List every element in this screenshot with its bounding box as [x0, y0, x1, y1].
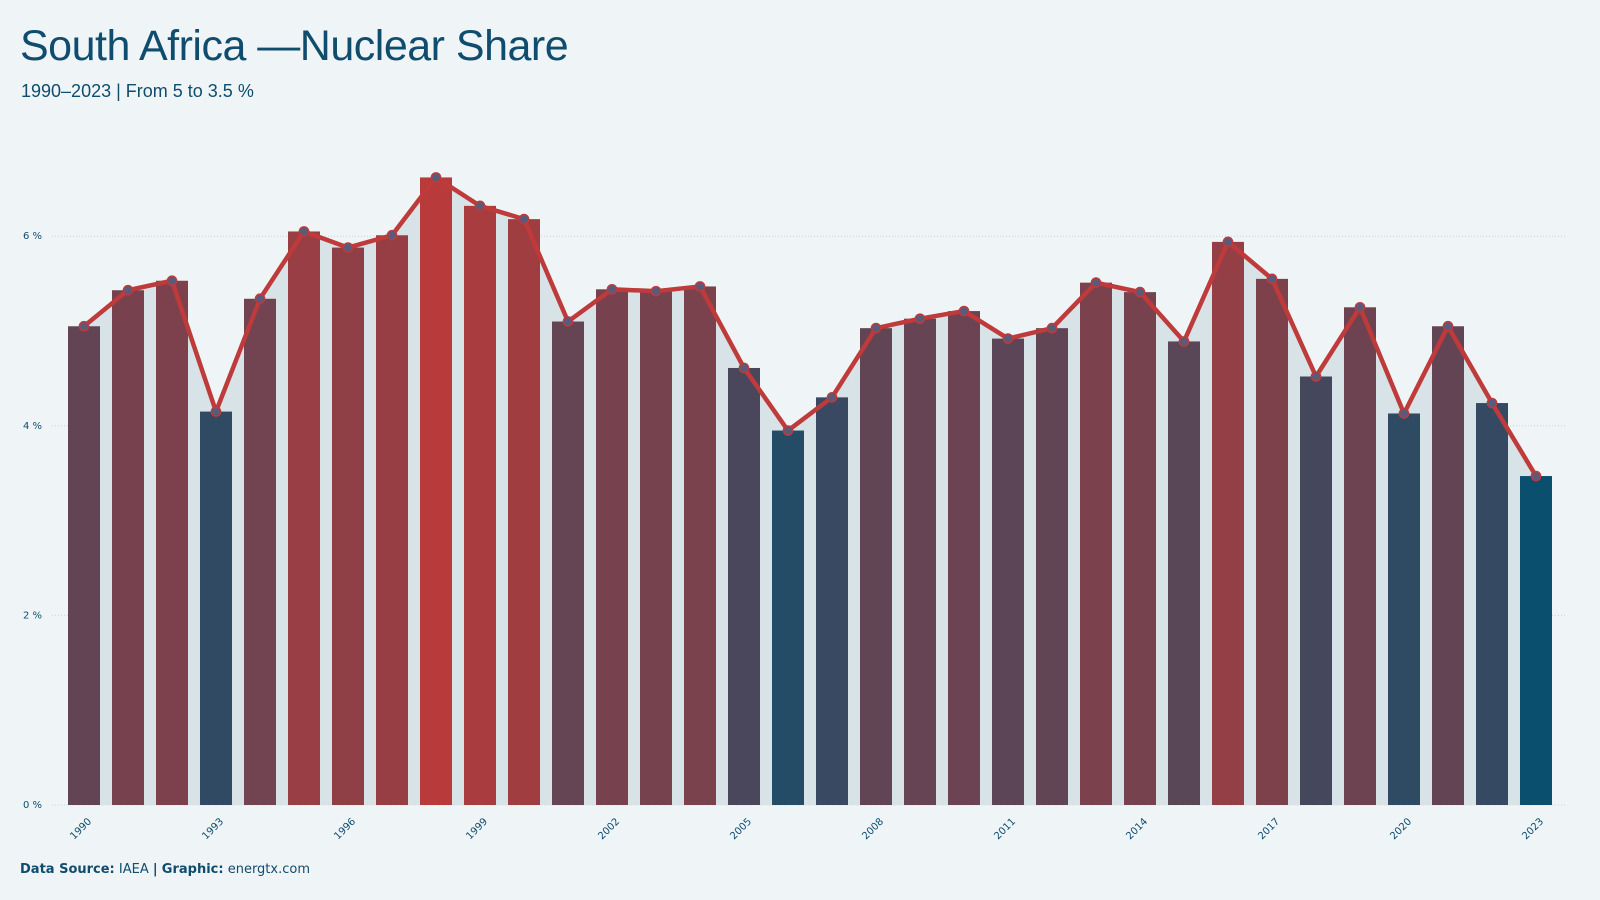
- data-point: [78, 320, 90, 332]
- trend-line-path: [81, 175, 1539, 479]
- bar: [596, 289, 628, 806]
- bar: [948, 311, 980, 805]
- bar: [1080, 282, 1112, 806]
- y-tick-label: 2 %: [23, 610, 42, 621]
- bar: [112, 290, 144, 806]
- data-point: [518, 213, 530, 225]
- markers: [78, 172, 1542, 482]
- bar: [1476, 403, 1508, 805]
- x-tick-label: 1993: [200, 816, 226, 842]
- x-tick-label: 2011: [992, 816, 1018, 842]
- bar: [1124, 292, 1156, 806]
- data-point: [826, 392, 838, 403]
- data-point: [650, 285, 662, 297]
- data-point: [914, 313, 926, 325]
- data-point: [298, 226, 310, 237]
- bar: [904, 318, 936, 805]
- bar: [684, 286, 716, 806]
- y-tick-label: 4 %: [23, 421, 42, 432]
- data-point: [738, 362, 750, 374]
- footer-separator: |: [152, 862, 158, 877]
- bar: [1432, 326, 1464, 805]
- trend-line: [81, 175, 1539, 479]
- data-point: [1310, 371, 1322, 382]
- bar: [376, 235, 408, 805]
- bar: [552, 321, 584, 805]
- x-tick-label: 1996: [332, 816, 358, 842]
- bar: [1256, 278, 1288, 805]
- data-point: [386, 229, 398, 241]
- bar: [1168, 341, 1200, 805]
- data-point: [166, 275, 178, 287]
- data-point: [474, 200, 486, 212]
- data-point: [1134, 286, 1146, 298]
- data-point: [958, 305, 970, 317]
- data-point: [1442, 320, 1454, 332]
- footer-source-label: Data Source:: [20, 862, 115, 877]
- y-tick-label: 0 %: [23, 800, 42, 811]
- y-axis-ticks: 0 % 2 % 4 % 6 %: [23, 231, 42, 811]
- bar: [772, 430, 804, 805]
- bar: [156, 280, 188, 806]
- bar: [332, 247, 364, 806]
- bar: [816, 397, 848, 805]
- data-point: [1046, 322, 1058, 334]
- bar: [728, 367, 760, 805]
- footer-graphic-label: Graphic:: [161, 862, 224, 877]
- bar: [244, 298, 276, 805]
- data-point: [1398, 408, 1410, 419]
- x-tick-label: 2017: [1256, 816, 1282, 842]
- x-tick-label: 2002: [596, 816, 622, 842]
- bar: [860, 328, 892, 805]
- data-point: [122, 284, 134, 296]
- data-point: [210, 406, 222, 417]
- data-point: [342, 242, 354, 253]
- chart-subtitle: 1990–2023 | From 5 to 3.5 %: [21, 81, 254, 101]
- bar: [288, 231, 320, 805]
- bar: [1300, 376, 1332, 805]
- bar: [420, 177, 452, 805]
- x-tick-label: 2020: [1388, 816, 1414, 842]
- chart-title: South Africa —Nuclear Share: [20, 22, 569, 70]
- data-point: [1222, 236, 1234, 248]
- bar: [1036, 328, 1068, 805]
- data-point: [254, 293, 266, 305]
- x-tick-label: 2023: [1520, 816, 1546, 842]
- bar: [464, 205, 496, 805]
- footer-source-value: IAEA: [118, 862, 149, 877]
- bar: [508, 219, 540, 806]
- x-tick-label: 2014: [1124, 816, 1150, 842]
- data-point: [782, 425, 794, 436]
- bar: [200, 411, 232, 805]
- footer-credit: Data Source: IAEA | Graphic: energtx.com: [20, 862, 310, 877]
- x-tick-label: 1999: [464, 816, 490, 842]
- bar: [640, 291, 672, 806]
- bar: [1520, 476, 1552, 805]
- bar: [1388, 413, 1420, 805]
- data-point: [430, 172, 442, 183]
- x-tick-label: 1990: [68, 816, 94, 842]
- x-tick-label: 2005: [728, 816, 754, 842]
- x-axis-ticks: 1990 1993 1996 1999 2002 2005 2008 2011 2014 2017…: [68, 816, 1546, 842]
- bar: [68, 326, 100, 805]
- data-point: [1178, 336, 1190, 347]
- bar: [992, 338, 1024, 805]
- bar: [1212, 241, 1244, 805]
- data-point: [694, 281, 706, 292]
- data-point: [1090, 277, 1102, 289]
- data-point: [1354, 301, 1366, 313]
- data-point: [606, 283, 618, 295]
- data-point: [562, 316, 574, 327]
- y-tick-label: 6 %: [23, 231, 42, 242]
- bar: [1344, 307, 1376, 805]
- data-point: [870, 322, 882, 334]
- footer-graphic-value: energtx.com: [227, 862, 310, 877]
- data-point: [1530, 470, 1542, 482]
- bars: [68, 177, 1552, 806]
- x-tick-label: 2008: [860, 816, 886, 842]
- data-point: [1266, 273, 1278, 285]
- data-point: [1002, 333, 1014, 344]
- data-point: [1486, 397, 1498, 409]
